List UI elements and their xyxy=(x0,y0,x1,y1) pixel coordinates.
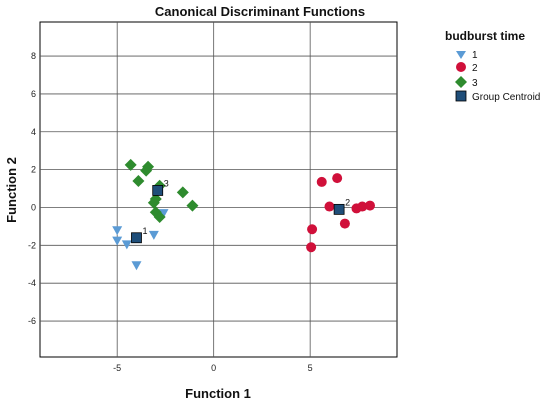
legend-marker-2 xyxy=(456,62,466,72)
y-tick-label: -4 xyxy=(28,278,36,288)
centroid-marker xyxy=(131,232,142,244)
y-tick-label: -6 xyxy=(28,316,36,326)
legend-label-2: 2 xyxy=(472,63,478,74)
point-group-3 xyxy=(176,186,189,199)
point-group-2 xyxy=(316,176,327,187)
x-axis-label: Function 1 xyxy=(185,386,251,401)
x-tick-labels: -5 0 5 xyxy=(113,363,312,373)
point-group-3 xyxy=(186,199,199,212)
legend-marker-1 xyxy=(456,51,466,59)
legend-label-3: 3 xyxy=(472,78,478,89)
legend-marker-3 xyxy=(455,76,467,88)
point-group-2 xyxy=(364,200,375,211)
y-tick-label: 8 xyxy=(31,51,36,61)
point-group-3 xyxy=(124,158,137,171)
point-group-2 xyxy=(339,218,350,229)
point-group-2 xyxy=(357,201,368,212)
centroid-marker xyxy=(333,203,345,215)
point-group-1 xyxy=(158,209,169,219)
legend-marker-centroid xyxy=(455,90,467,102)
x-tick-label: -5 xyxy=(113,363,121,373)
plot-frame xyxy=(39,21,398,358)
point-group-3 xyxy=(140,164,153,177)
group-centroids: 1 2 3 xyxy=(131,178,350,244)
point-group-2 xyxy=(332,173,343,184)
legend-label-1: 1 xyxy=(472,50,478,61)
point-group-2 xyxy=(324,201,335,212)
centroid-label: 3 xyxy=(164,178,169,188)
point-group-1 xyxy=(121,240,132,250)
y-tick-label: -2 xyxy=(28,240,36,250)
centroid-label: 1 xyxy=(142,226,147,236)
legend-label-centroid: Group Centroid xyxy=(472,92,540,103)
y-tick-label: 2 xyxy=(31,165,36,175)
y-axis-label: Function 2 xyxy=(4,157,19,223)
point-group-1 xyxy=(112,236,123,246)
legend-title: budburst time xyxy=(445,29,525,43)
point-group-1 xyxy=(112,226,123,236)
point-group-2 xyxy=(306,242,317,253)
x-tick-label: 0 xyxy=(211,363,216,373)
grid xyxy=(40,22,397,357)
y-tick-label: 0 xyxy=(31,202,36,212)
point-group-3 xyxy=(147,196,160,209)
point-group-3 xyxy=(132,174,145,187)
legend: budburst time 1 2 3 Group Centroid xyxy=(445,29,540,103)
centroid-marker xyxy=(152,185,164,196)
point-group-2 xyxy=(307,224,318,235)
y-tick-label: 4 xyxy=(31,127,36,137)
x-tick-label: 5 xyxy=(308,363,313,373)
centroid-label: 2 xyxy=(345,197,350,207)
y-tick-label: 6 xyxy=(31,89,36,99)
point-group-1 xyxy=(148,230,159,240)
chart-title: Canonical Discriminant Functions xyxy=(155,4,365,19)
point-group-3 xyxy=(153,210,166,223)
point-group-1 xyxy=(131,261,142,271)
y-tick-labels: 8 6 4 2 0 -2 -4 -6 xyxy=(28,51,36,326)
